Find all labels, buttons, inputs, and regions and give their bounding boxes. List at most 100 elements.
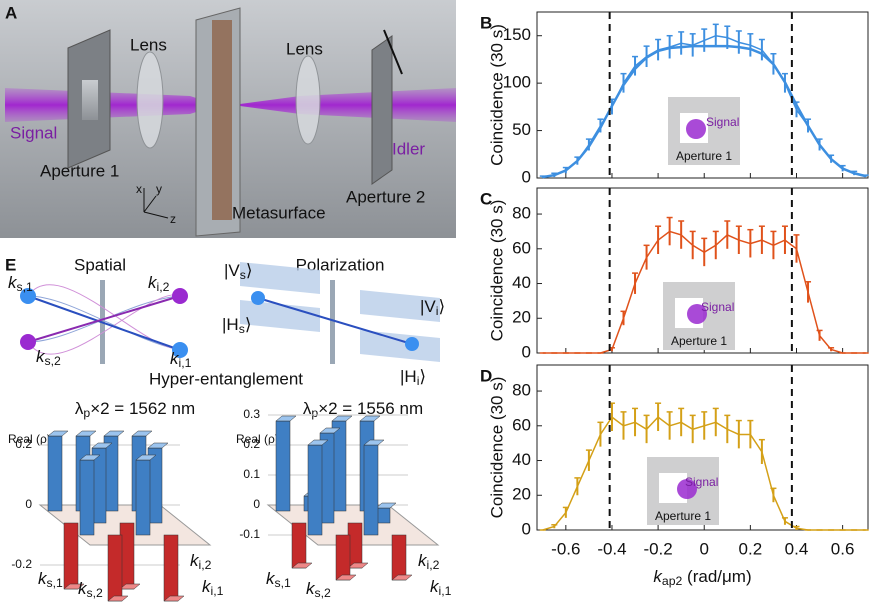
label: ki,2 — [418, 551, 440, 572]
bar-top — [359, 415, 381, 422]
text-part: s — [240, 268, 246, 282]
text-part: s,1 — [17, 280, 34, 294]
text-part: k — [148, 273, 158, 292]
text-part: k — [430, 577, 440, 596]
label: Lens — [286, 39, 323, 58]
y-tick-label: 0 — [522, 167, 531, 186]
text-part: i,1 — [179, 356, 192, 370]
z-tick-label: -0.2 — [11, 557, 32, 571]
text-part: λ — [75, 399, 84, 418]
label: ks,2 — [78, 579, 103, 600]
label: |Vi⟩ — [420, 297, 445, 318]
label: Idler — [392, 139, 425, 158]
z-tick-label: 0 — [253, 497, 260, 511]
bar-top — [307, 439, 329, 446]
label: Lens — [130, 35, 167, 54]
y-tick-label: 0 — [522, 342, 531, 361]
text-part: k — [266, 569, 276, 588]
label: Polarization — [296, 255, 385, 274]
x-tick-label: -0.6 — [551, 539, 580, 558]
plane — [240, 262, 320, 294]
label: |Vs⟩ — [224, 261, 253, 282]
bar-top — [347, 562, 369, 569]
inset-beam — [687, 304, 707, 324]
plane — [360, 290, 440, 322]
text-part: ×2 = 1562 nm — [90, 399, 195, 418]
bar — [275, 420, 291, 512]
text-part: ⟩ — [245, 315, 252, 334]
bar-top — [147, 442, 169, 449]
bar-top — [291, 562, 313, 569]
z-tick-label: 0 — [25, 497, 32, 511]
text-part: ap2 — [662, 574, 683, 588]
text-part: s,1 — [47, 576, 64, 590]
text-part: k — [36, 347, 46, 366]
z-tick-label: 0.2 — [15, 437, 32, 451]
arrow — [27, 295, 181, 343]
panel-label: A — [5, 3, 17, 22]
label: x — [136, 182, 142, 196]
text-part: k — [78, 579, 88, 598]
text-part: |V — [420, 297, 436, 316]
inset-caption: Aperture 1 — [655, 509, 711, 523]
bar — [163, 534, 179, 602]
bar-top — [75, 430, 97, 437]
inset-caption: Aperture 1 — [676, 149, 732, 163]
text-part: i,2 — [427, 558, 440, 572]
label: ks,1 — [38, 569, 63, 590]
bar — [307, 444, 323, 536]
text-part: k — [170, 349, 180, 368]
y-tick-label: 60 — [512, 238, 531, 257]
x-axis-label: kap2 (rad/μm) — [653, 567, 751, 588]
label: Aperture 2 — [346, 187, 425, 206]
text-part: ×2 = 1556 nm — [318, 399, 423, 418]
text-part: k — [653, 567, 663, 586]
photon — [251, 291, 265, 305]
axis-arrow — [143, 195, 157, 213]
z-tick-label: -0.1 — [239, 527, 260, 541]
label: ks,2 — [36, 347, 61, 368]
label: λp×2 = 1556 nm — [303, 399, 423, 420]
text-part: i — [417, 374, 420, 388]
label: |Hs⟩ — [222, 315, 251, 336]
label: ki,1 — [430, 577, 452, 598]
panel-e: E Spatial Polarization Hyper-entanglemen… — [5, 255, 440, 388]
y-tick-label: 20 — [512, 308, 531, 327]
label: ks,1 — [266, 569, 291, 590]
bar — [335, 534, 351, 581]
y-tick-label: 80 — [512, 204, 531, 223]
bar-top — [135, 454, 157, 461]
label: λp×2 = 1562 nm — [75, 399, 195, 420]
arrow — [383, 29, 403, 75]
bar-top — [391, 574, 413, 581]
label: Spatial — [74, 255, 126, 274]
text-part: k — [190, 551, 200, 570]
text-part: s,1 — [275, 576, 292, 590]
axis-arrow — [143, 211, 169, 219]
lens-right — [295, 55, 321, 145]
label: Signal — [10, 123, 57, 142]
photon — [20, 334, 36, 350]
y-tick-label: 150 — [503, 25, 531, 44]
aperture-right — [371, 35, 393, 185]
label: y — [156, 182, 162, 196]
bar-top — [275, 415, 297, 422]
z-tick-label: 0.2 — [243, 437, 260, 451]
bar-top — [319, 427, 341, 434]
z-tick-label: 0.1 — [243, 467, 260, 481]
text-part: k — [38, 569, 48, 588]
x-tick-label: 0.4 — [785, 539, 809, 558]
text-part: ⟩ — [438, 297, 445, 316]
text-part: ⟩ — [246, 261, 253, 280]
label: ks,2 — [306, 579, 331, 600]
y-tick-label: 40 — [512, 450, 531, 469]
bar-top — [47, 430, 69, 437]
y-tick-label: 0 — [522, 519, 531, 538]
text-part: i,2 — [199, 558, 212, 572]
label: Metasurface — [232, 203, 326, 222]
label: Hyper-entanglement — [149, 369, 303, 388]
text-part: s — [239, 322, 245, 336]
plane — [240, 300, 320, 332]
text-part: s,2 — [87, 586, 104, 600]
